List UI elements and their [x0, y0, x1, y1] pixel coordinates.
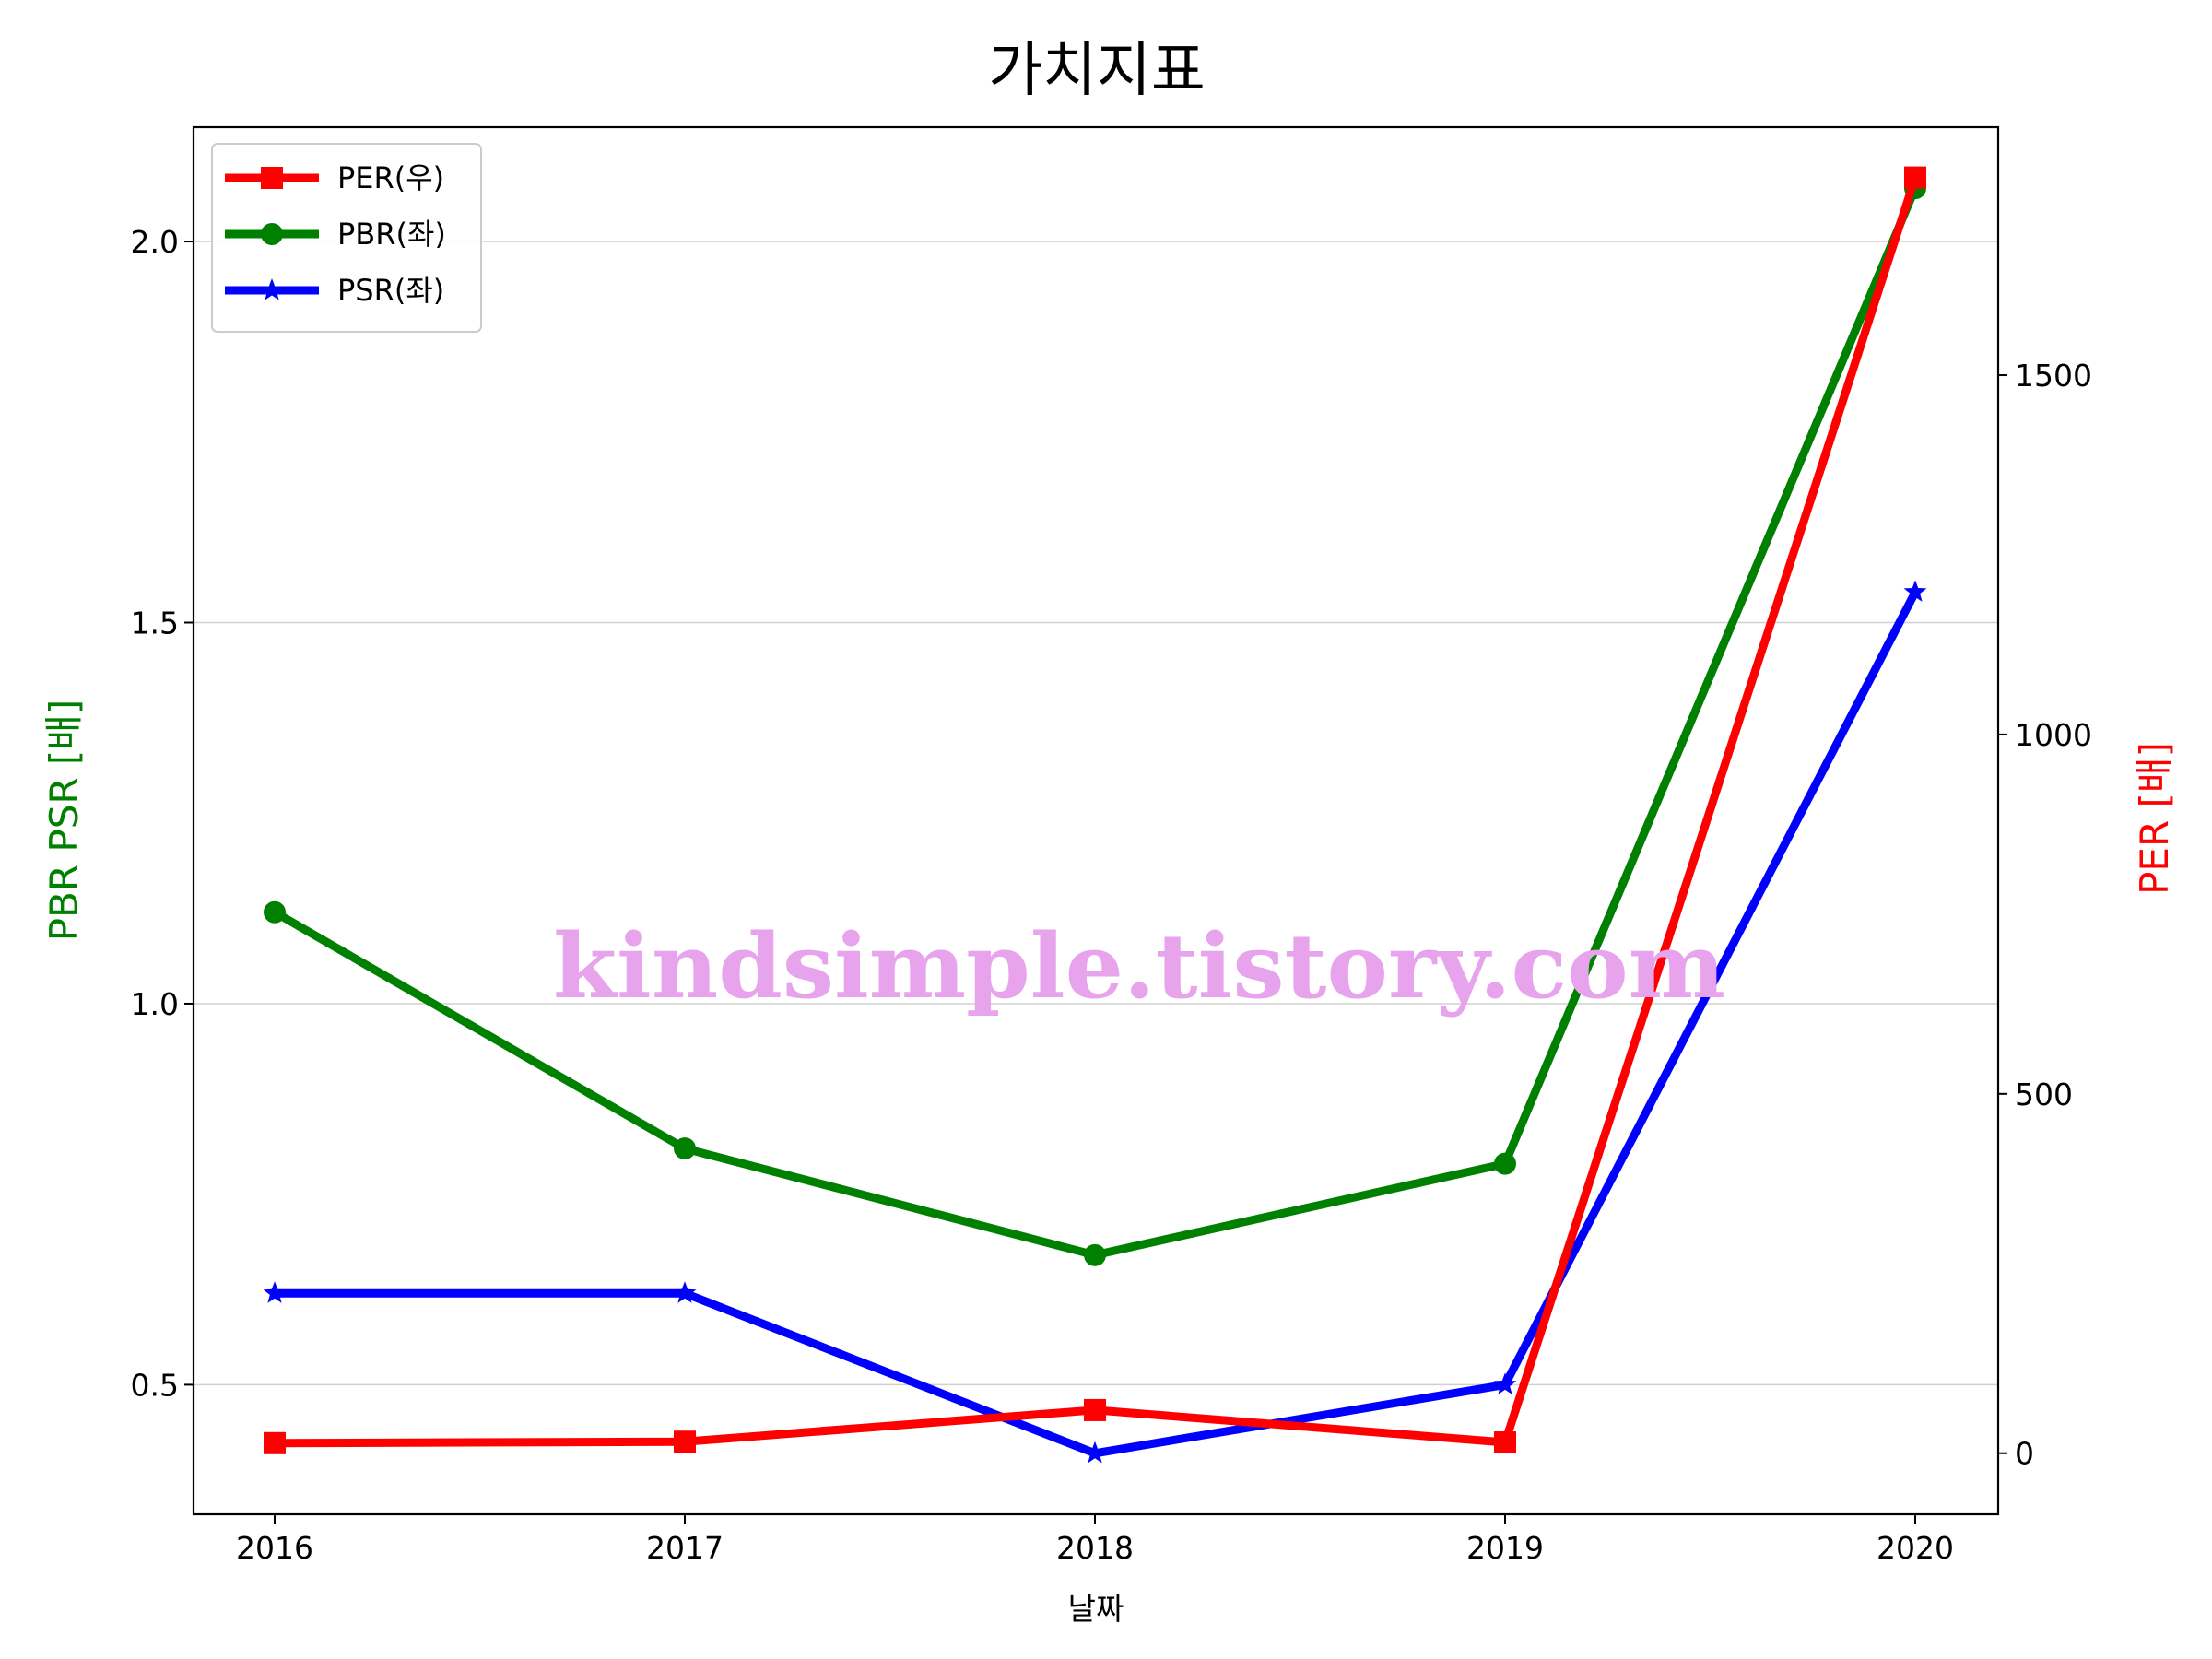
- legend-entry: PBR(좌): [225, 217, 446, 252]
- data-point: [1494, 1431, 1516, 1454]
- x-axis-label: 날짜: [1068, 1591, 1124, 1627]
- series-layer: [263, 166, 1927, 1464]
- watermark-text: kindsimple.tistory.com: [553, 914, 1725, 1018]
- data-point: [1494, 1152, 1516, 1175]
- x-tick-label: 2020: [1877, 1530, 1954, 1566]
- data-point: [673, 1281, 697, 1303]
- legend-marker: [261, 223, 283, 245]
- data-point: [1084, 1243, 1106, 1266]
- grid-layer: [194, 241, 1998, 1386]
- y-tick-label-left: 0.5: [131, 1367, 179, 1403]
- legend-marker: [260, 278, 284, 300]
- legend-entry: PSR(좌): [225, 273, 444, 308]
- data-point: [264, 900, 286, 924]
- legend-label: PBR(좌): [337, 217, 446, 252]
- data-point: [1493, 1372, 1517, 1394]
- x-tick-label: 2016: [236, 1530, 313, 1566]
- series-square: [264, 166, 1926, 1454]
- legend-entry: PER(우): [225, 160, 444, 195]
- legend: PER(우) PBR(좌) PSR(좌): [211, 143, 482, 333]
- y-axis-label-right: PER [배]: [2132, 742, 2177, 895]
- x-tick-label: 2017: [646, 1530, 724, 1566]
- data-point: [674, 1430, 696, 1453]
- legend-label: PER(우): [337, 160, 444, 195]
- data-point: [263, 1281, 287, 1303]
- data-point: [1904, 166, 1926, 189]
- data-point: [264, 1431, 286, 1454]
- data-point: [1084, 1398, 1106, 1421]
- legend-box: [211, 143, 482, 333]
- series-circle: [264, 177, 1926, 1266]
- y-tick-label-left: 1.0: [131, 986, 179, 1022]
- data-point: [1903, 580, 1927, 602]
- x-tick-label: 2018: [1056, 1530, 1134, 1566]
- chart-title: 가치지표: [988, 37, 1206, 105]
- legend-marker: [261, 167, 283, 189]
- y-tick-label-right: 1500: [2015, 358, 2092, 394]
- x-tick-label: 2019: [1466, 1530, 1544, 1566]
- legend-label: PSR(좌): [337, 273, 444, 308]
- y-tick-label-right: 1000: [2015, 717, 2092, 753]
- y-tick-label-right: 0: [2015, 1436, 2034, 1472]
- y-tick-label-left: 1.5: [131, 606, 179, 641]
- data-point: [1083, 1441, 1107, 1464]
- y-tick-label-right: 500: [2015, 1077, 2073, 1112]
- y-tick-label-left: 2.0: [131, 224, 179, 260]
- series-star: [263, 580, 1927, 1464]
- data-point: [674, 1137, 696, 1160]
- y-axis-label-left: PBR PSR [배]: [41, 700, 87, 942]
- axis-layer: 0.5 1.0 1.5 2.0 0 500 1000 1500 2016 2017 2018 2019…: [131, 224, 2092, 1566]
